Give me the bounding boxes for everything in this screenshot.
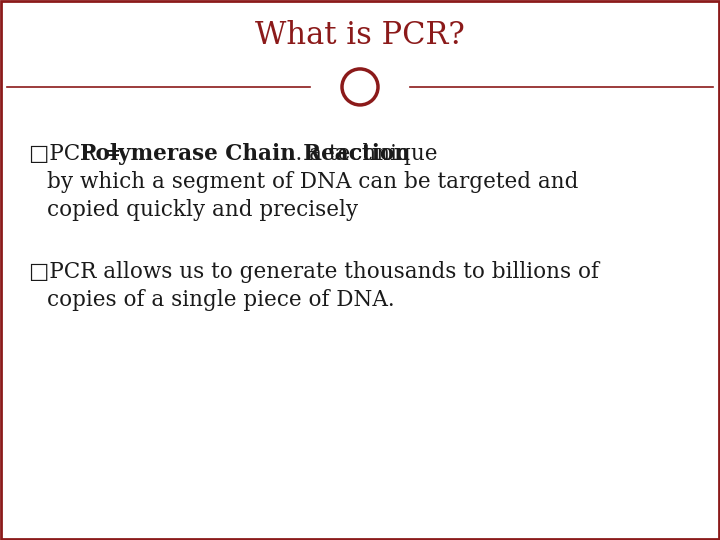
Text: □PCR =: □PCR =: [29, 143, 128, 165]
Text: copies of a single piece of DNA.: copies of a single piece of DNA.: [47, 289, 395, 310]
Text: copied quickly and precisely: copied quickly and precisely: [47, 199, 358, 221]
Text: ... a technique: ... a technique: [282, 143, 438, 165]
Text: by which a segment of DNA can be targeted and: by which a segment of DNA can be targete…: [47, 171, 578, 193]
Text: What is PCR?: What is PCR?: [255, 21, 465, 51]
Text: Polymerase Chain Reaction: Polymerase Chain Reaction: [79, 143, 410, 165]
Ellipse shape: [342, 69, 378, 105]
Text: □PCR allows us to generate thousands to billions of: □PCR allows us to generate thousands to …: [29, 261, 599, 283]
